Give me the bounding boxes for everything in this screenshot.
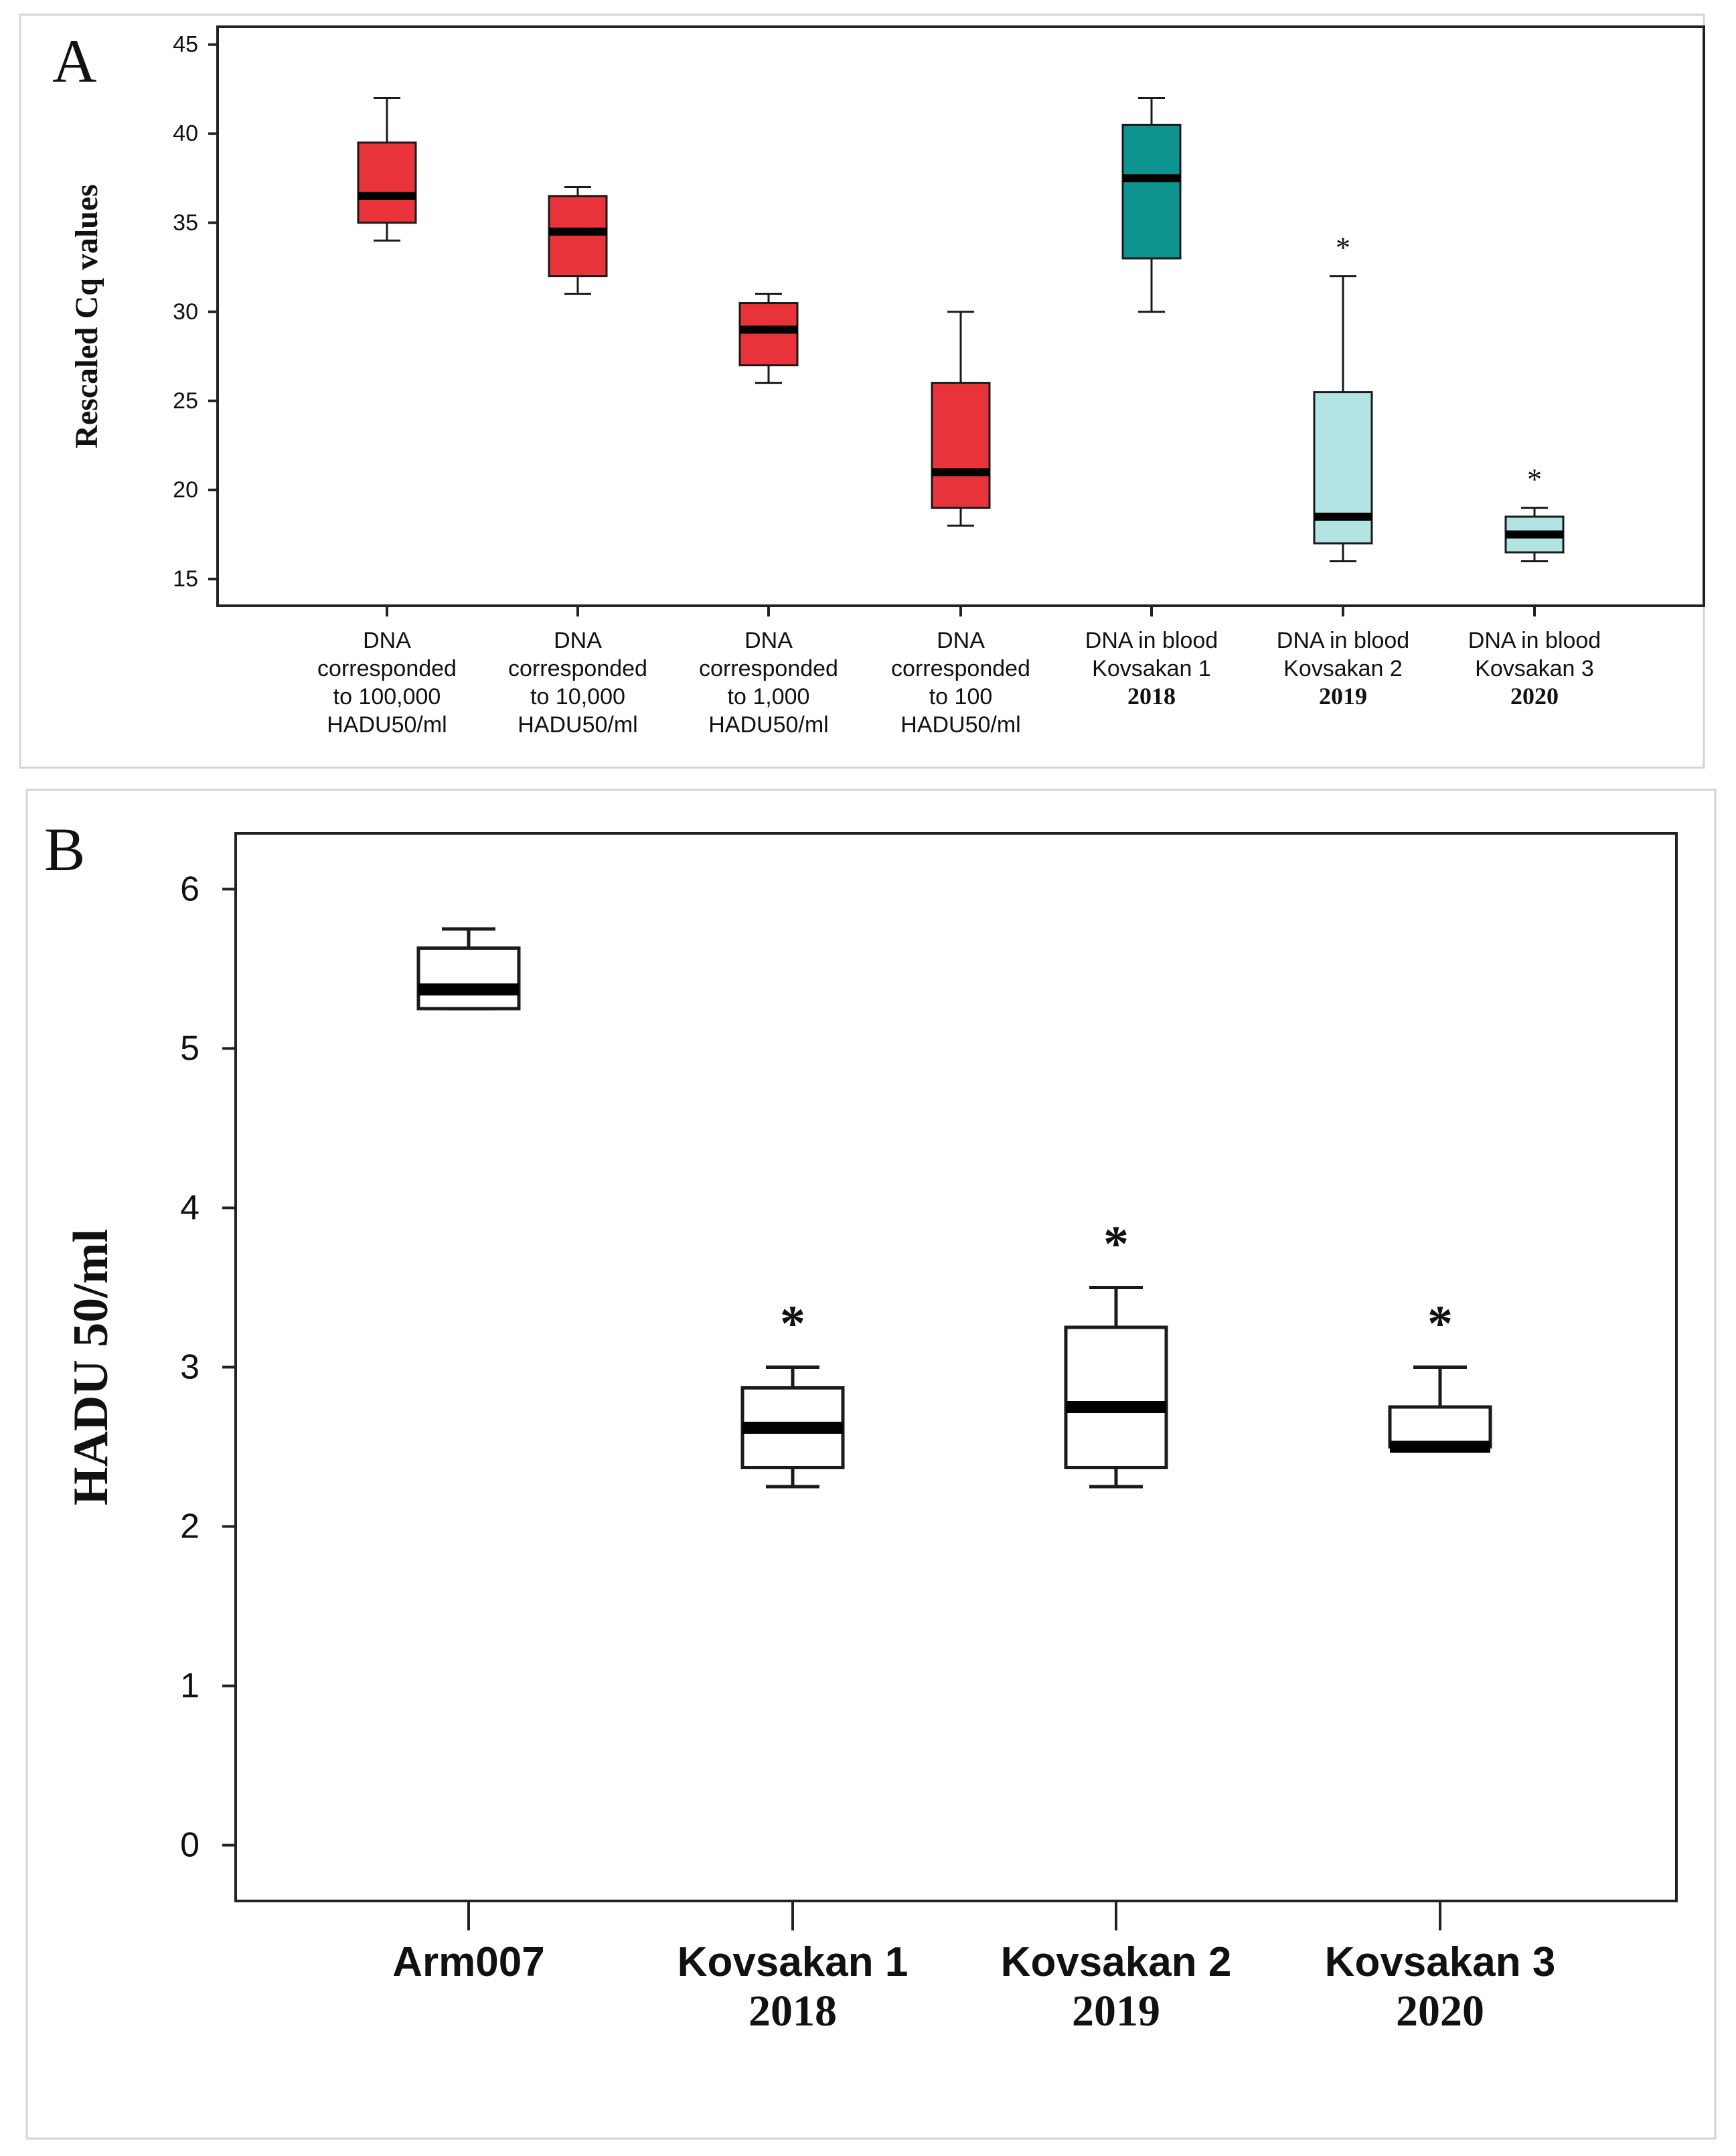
panel-a-ytick-label: 15 (173, 566, 198, 592)
panel-a-box (1121, 123, 1182, 260)
panel-a-category-label: to 10,000 (530, 684, 625, 710)
panel-a-category-label: HADU50/ml (327, 712, 447, 738)
panel-b-significance-marker: * (1103, 1216, 1129, 1272)
panel-b-ytick-label: 2 (180, 1507, 200, 1546)
panel-a-ylabel: Rescaled Cq values (69, 184, 104, 448)
panel-b-category-label: 2018 (748, 1987, 837, 2036)
panel-b-ytick-label: 1 (180, 1667, 200, 1706)
panel-a-category-label: 2019 (1319, 683, 1367, 710)
panel-b-ytick-label: 4 (180, 1188, 200, 1227)
panel-a-ytick-label: 40 (173, 121, 198, 147)
panel-a-category-label: Kovsakan 3 (1475, 656, 1594, 681)
panel-a-significance-marker: * (1336, 232, 1350, 264)
panel-a-chart: 15 20 25 30 35 40 45 Rescaled Cq values DNA corre… (69, 25, 1705, 738)
panel-a-category-label: HADU50/ml (518, 712, 637, 738)
panel-b-box (1388, 1405, 1492, 1449)
panel-a-category-label: DNA (744, 628, 793, 653)
panel-b-significance-marker: * (1427, 1296, 1453, 1352)
panel-a-category-label: corresponded (891, 656, 1030, 681)
panel-b-letter: B (44, 815, 85, 884)
panel-a-category-label: Kovsakan 2 (1283, 656, 1403, 681)
panel-a-category-label: 2018 (1127, 683, 1176, 710)
panel-a-category-label: to 100 (929, 684, 993, 710)
panel-a-category-label: 2020 (1510, 683, 1559, 710)
panel-b-category-label: Kovsakan 3 (1325, 1939, 1556, 1985)
panel-a-significance-marker: * (1527, 463, 1542, 496)
panel-a-ytick-label: 30 (173, 299, 198, 325)
panel-a-category-label: DNA in blood (1468, 628, 1601, 653)
panel-b-frame (25, 789, 1717, 2140)
panel-a-box (357, 141, 417, 224)
panel-a-letter: A (52, 27, 96, 95)
panel-a-category-label: HADU50/ml (708, 712, 828, 738)
panel-a-frame (19, 13, 1705, 769)
panel-a-ytick-label: 20 (173, 477, 198, 503)
panel-b-box (1064, 1325, 1168, 1469)
panel-a-box (738, 302, 799, 367)
panel-a-category-label: DNA (937, 628, 985, 653)
panel-b-category-label: Arm007 (392, 1939, 544, 1985)
panel-b-box (416, 946, 521, 1011)
panel-a-category-label: to 100,000 (333, 684, 441, 710)
panel-b-ytick-label: 3 (180, 1348, 200, 1387)
panel-a-ytick-label: 35 (173, 210, 198, 236)
panel-b-ytick-label: 6 (180, 869, 200, 908)
panel-b-ytick-label: 0 (180, 1826, 200, 1865)
panel-a-ytick-label: 45 (173, 32, 198, 58)
panel-a-category-label: DNA in blood (1277, 628, 1409, 653)
panel-b-ytick-label: 5 (180, 1029, 200, 1068)
panel-b-significance-marker: * (780, 1296, 805, 1352)
panel-a-category-label: to 1,000 (728, 684, 810, 710)
panel-a-category-label: corresponded (699, 656, 838, 681)
panel-a-ytick-label: 25 (173, 388, 198, 414)
panel-b-category-label: 2020 (1396, 1987, 1484, 2036)
panel-a-category-label: DNA in blood (1085, 628, 1218, 653)
panel-a-category-label: DNA (363, 628, 411, 653)
panel-a-box (548, 195, 608, 278)
panel-b-category-label: Kovsakan 1 (678, 1939, 909, 1985)
panel-a-category-label: DNA (554, 628, 602, 653)
panel-a-category-label: HADU50/ml (900, 712, 1020, 738)
panel-a-category-label: Kovsakan 1 (1092, 656, 1211, 681)
panel-b-category-label: 2019 (1072, 1987, 1160, 2036)
panel-a-category-label: corresponded (317, 656, 457, 681)
panel-b-category-label: Kovsakan 2 (1001, 1939, 1232, 1985)
panel-a-box (931, 382, 991, 509)
panel-b-ylabel: HADU 50/ml (64, 1229, 119, 1505)
panel-a-category-label: corresponded (508, 656, 647, 681)
